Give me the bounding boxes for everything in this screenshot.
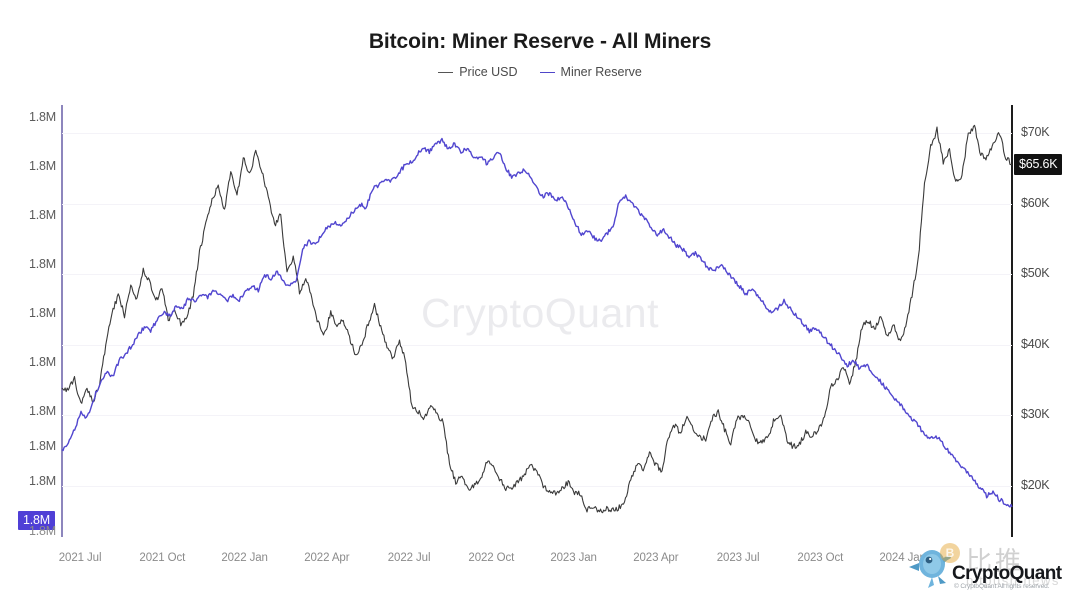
y-axis-left-clipped-tick: 1.8M	[29, 524, 56, 535]
legend-label-miner-reserve: Miner Reserve	[560, 65, 642, 79]
y-axis-right-tick-30K: $30K	[1021, 407, 1050, 422]
plot-area[interactable]	[61, 105, 1013, 535]
bitpush-english-watermark: bitpush news	[966, 573, 1060, 588]
x-axis-tick-2021-jul: 2021 Jul	[58, 552, 102, 564]
y-axis-right-tick-70K: $70K	[1021, 125, 1050, 140]
x-axis-tick-2022-apr: 2022 Apr	[304, 552, 350, 564]
gridline	[62, 203, 1012, 205]
y-axis-right-tick-20K: $20K	[1021, 477, 1050, 492]
x-axis-tick-2022-jul: 2022 Jul	[387, 552, 431, 564]
y-axis-right-tick-50K: $50K	[1021, 266, 1050, 281]
branding-block: B 比推 bitpush news CryptoQuant © CryptoQu…	[900, 535, 1075, 603]
cryptoquant-wordmark: CryptoQuant	[952, 563, 1062, 584]
y-axis-right-highlight-badge: $65.6K	[1014, 154, 1063, 176]
y-axis-right-tick-60K: $60K	[1021, 195, 1050, 210]
y-axis-left-tick-3: 1.8M	[29, 257, 56, 271]
legend-item-miner-reserve[interactable]: Miner Reserve	[539, 65, 642, 79]
x-axis-tick-2023-jul: 2023 Jul	[716, 552, 760, 564]
x-axis-tick-2023-apr: 2023 Apr	[633, 552, 679, 564]
legend-item-price-usd[interactable]: Price USD	[438, 65, 518, 79]
dash-icon	[539, 72, 555, 73]
y-axis-right-line	[1011, 105, 1013, 537]
gridlines	[62, 105, 1012, 535]
bitpush-chinese-watermark: 比推	[966, 547, 1025, 577]
copyright-text: © CryptoQuant All rights reserved.	[954, 583, 1050, 590]
dash-icon	[438, 72, 454, 73]
y-axis-left-tick-8: 1.8M	[29, 474, 56, 488]
gridline	[62, 415, 1012, 417]
y-axis-left-tick-2: 1.8M	[29, 208, 56, 222]
gridline	[62, 133, 1012, 135]
y-axis-left-tick-0: 1.8M	[29, 110, 56, 124]
y-axis-left-line	[61, 105, 63, 537]
x-axis-tick-2024-jan: 2024 Jan	[879, 552, 926, 564]
y-axis-left-tick-7: 1.8M	[29, 439, 56, 453]
x-axis-tick-2022-oct: 2022 Oct	[468, 552, 515, 564]
y-axis-left-tick-6: 1.8M	[29, 404, 56, 418]
x-axis-tick-2023-oct: 2023 Oct	[797, 552, 844, 564]
y-axis-left-tick-4: 1.8M	[29, 306, 56, 320]
chart-legend: Price USD Miner Reserve	[0, 65, 1080, 79]
legend-label-price-usd: Price USD	[459, 65, 518, 79]
x-axis-tick-2023-jan: 2023 Jan	[550, 552, 597, 564]
gridline	[62, 274, 1012, 276]
x-axis-tick-2022-jan: 2022 Jan	[221, 552, 268, 564]
y-axis-left-highlight-badge: 1.8M	[18, 511, 55, 530]
x-axis-tick-2021-oct: 2021 Oct	[139, 552, 186, 564]
bitpush-badge-icon: B	[940, 543, 960, 563]
bird-logo-icon	[909, 550, 951, 588]
y-axis-left-tick-5: 1.8M	[29, 355, 56, 369]
gridline	[62, 344, 1012, 346]
gridline	[62, 485, 1012, 487]
series-price-usd	[61, 124, 1013, 514]
series-miner-reserve	[61, 137, 1013, 508]
y-axis-right-tick-40K: $40K	[1021, 336, 1050, 351]
y-axis-left-tick-1: 1.8M	[29, 159, 56, 173]
page-title: Bitcoin: Miner Reserve - All Miners	[368, 30, 712, 53]
